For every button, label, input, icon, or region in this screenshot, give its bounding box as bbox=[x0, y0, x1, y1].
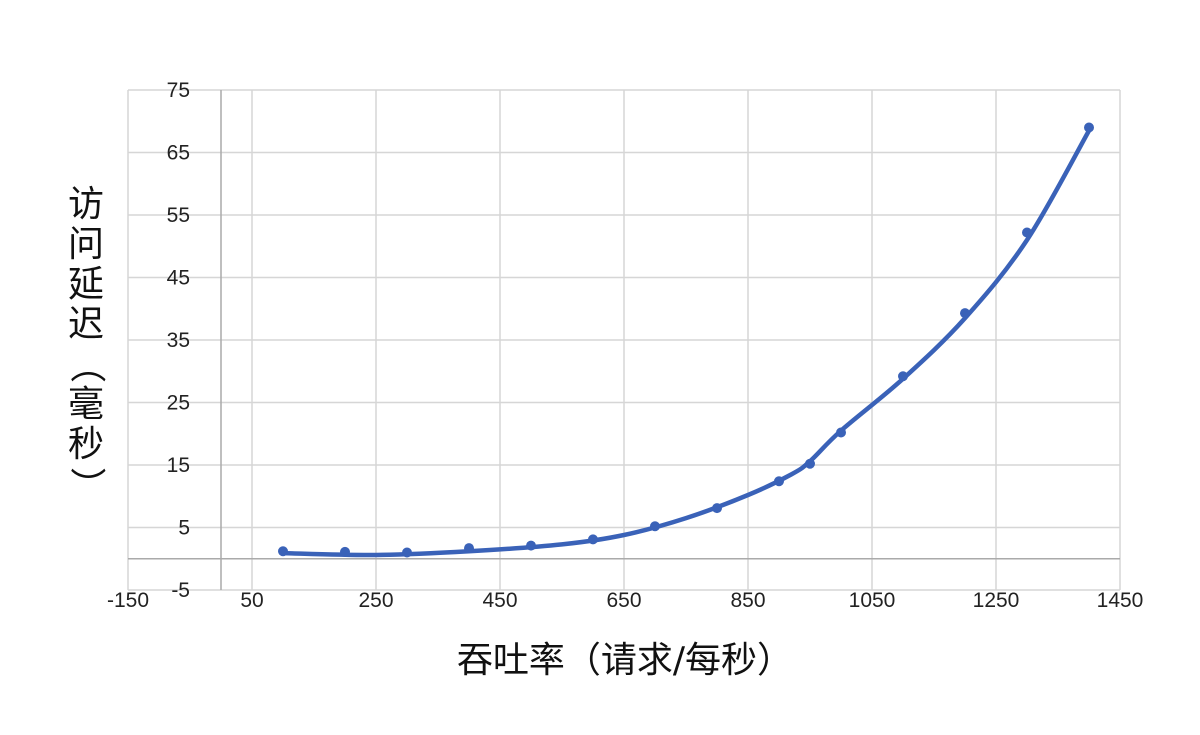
y-axis-title-char: 延 bbox=[67, 264, 104, 305]
x-tick-label: 450 bbox=[482, 589, 517, 612]
data-point bbox=[340, 546, 350, 557]
y-axis-title-char: 问 bbox=[67, 224, 104, 265]
data-point bbox=[712, 503, 722, 514]
data-point bbox=[960, 308, 970, 319]
data-point bbox=[650, 521, 660, 532]
x-tick-label: 1050 bbox=[849, 589, 896, 612]
y-tick-label: 65 bbox=[167, 142, 190, 165]
trendline-layer bbox=[280, 128, 1092, 558]
y-tick-label: 15 bbox=[167, 454, 190, 477]
x-tick-label: 850 bbox=[730, 589, 765, 612]
y-tick-label: -5 bbox=[171, 579, 190, 602]
data-point bbox=[402, 547, 412, 558]
y-axis-title-char: 迟 bbox=[67, 304, 104, 345]
y-tick-label: 75 bbox=[167, 79, 190, 102]
y-tick-label: 55 bbox=[167, 204, 190, 227]
y-axis-title-char: （ bbox=[66, 346, 107, 383]
data-points bbox=[278, 122, 1094, 558]
axes bbox=[128, 90, 1120, 590]
data-point bbox=[278, 546, 288, 557]
y-axis-title-char: 毫 bbox=[67, 384, 104, 425]
data-point bbox=[805, 458, 815, 469]
x-tick-label: 250 bbox=[358, 589, 393, 612]
trendline bbox=[280, 128, 1092, 558]
x-tick-label: 50 bbox=[240, 589, 263, 612]
x-tick-label: -150 bbox=[107, 589, 149, 612]
data-point bbox=[1022, 227, 1032, 238]
y-tick-label: 35 bbox=[167, 329, 190, 352]
data-point bbox=[526, 540, 536, 551]
tick-labels: -150 50 250 450 650 850 1050 1250 1450 -5 5 15 25 35 4… bbox=[107, 79, 1143, 612]
data-point bbox=[774, 476, 784, 487]
data-point bbox=[898, 371, 908, 382]
y-axis-title-char: 秒 bbox=[67, 424, 104, 465]
data-point bbox=[836, 427, 846, 438]
x-tick-label: 650 bbox=[606, 589, 641, 612]
y-axis-title-char: ） bbox=[66, 466, 107, 503]
data-point bbox=[464, 543, 474, 554]
gridlines bbox=[127, 89, 1121, 591]
x-tick-label: 1450 bbox=[1097, 589, 1144, 612]
x-tick-label: 1250 bbox=[973, 589, 1020, 612]
y-tick-label: 45 bbox=[167, 267, 190, 290]
y-tick-label: 5 bbox=[178, 517, 190, 540]
y-axis-title-char: 访 bbox=[67, 184, 104, 225]
data-point bbox=[588, 534, 598, 545]
y-tick-label: 25 bbox=[167, 392, 190, 415]
data-point bbox=[1084, 122, 1094, 133]
x-axis-title: 吞吐率（请求/每秒） bbox=[457, 640, 793, 681]
